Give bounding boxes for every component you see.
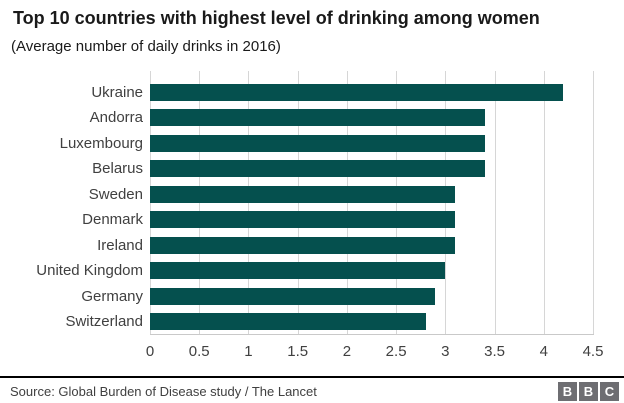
x-tick-label-4.5: 4.5	[582, 343, 604, 360]
x-tick-label-4: 4	[539, 343, 548, 360]
footer-divider	[0, 376, 624, 378]
bbc-logo-block-b: B	[558, 382, 577, 401]
category-label-denmark: Denmark	[82, 211, 143, 229]
category-label-luxembourg: Luxembourg	[59, 134, 143, 152]
bar-sweden	[150, 185, 456, 203]
bar-switzerland	[150, 313, 426, 331]
x-tick-label-2.5: 2.5	[385, 343, 407, 360]
bar-ireland	[150, 236, 456, 254]
category-label-ukraine: Ukraine	[91, 84, 143, 101]
bar-united-kingdom	[150, 262, 446, 280]
x-tick-label-1.5: 1.5	[287, 343, 309, 360]
category-label-andorra: Andorra	[89, 109, 143, 127]
bbc-logo-block-b: B	[579, 382, 598, 401]
x-tick-label-0: 0	[145, 343, 155, 360]
source-attribution: Source: Global Burden of Disease study /…	[10, 384, 317, 399]
gridline-x-4.5	[593, 71, 594, 334]
bar-luxembourg	[150, 134, 485, 152]
bbc-logo-block-c: C	[600, 382, 619, 401]
gridline-x-4	[543, 71, 545, 334]
category-label-united-kingdom: United Kingdom	[36, 262, 143, 280]
x-tick-label-2: 2	[342, 343, 352, 360]
bar-denmark	[150, 211, 456, 229]
bar-andorra	[150, 109, 485, 127]
category-label-switzerland: Switzerland	[65, 313, 143, 331]
chart-subtitle: (Average number of daily drinks in 2016)	[11, 38, 281, 55]
category-label-germany: Germany	[81, 287, 143, 305]
category-label-ireland: Ireland	[97, 236, 143, 254]
category-label-belarus: Belarus	[92, 160, 143, 178]
x-tick-label-1: 1	[244, 343, 253, 360]
category-label-sweden: Sweden	[88, 185, 143, 203]
x-tick-label-3: 3	[441, 343, 450, 360]
bar-chart: Ukraine Andorra Luxembourg Belarus Sweden Den…	[0, 71, 624, 366]
chart-title: Top 10 countries with highest level of d…	[13, 8, 540, 28]
bar-belarus	[150, 160, 485, 178]
x-tick-label-3.5: 3.5	[484, 343, 505, 360]
bar-germany	[150, 287, 436, 305]
bar-ukraine	[150, 84, 564, 101]
plot-area	[150, 71, 594, 335]
gridline-x-3.5	[494, 71, 496, 334]
x-tick-label-0.5: 0.5	[188, 343, 210, 360]
